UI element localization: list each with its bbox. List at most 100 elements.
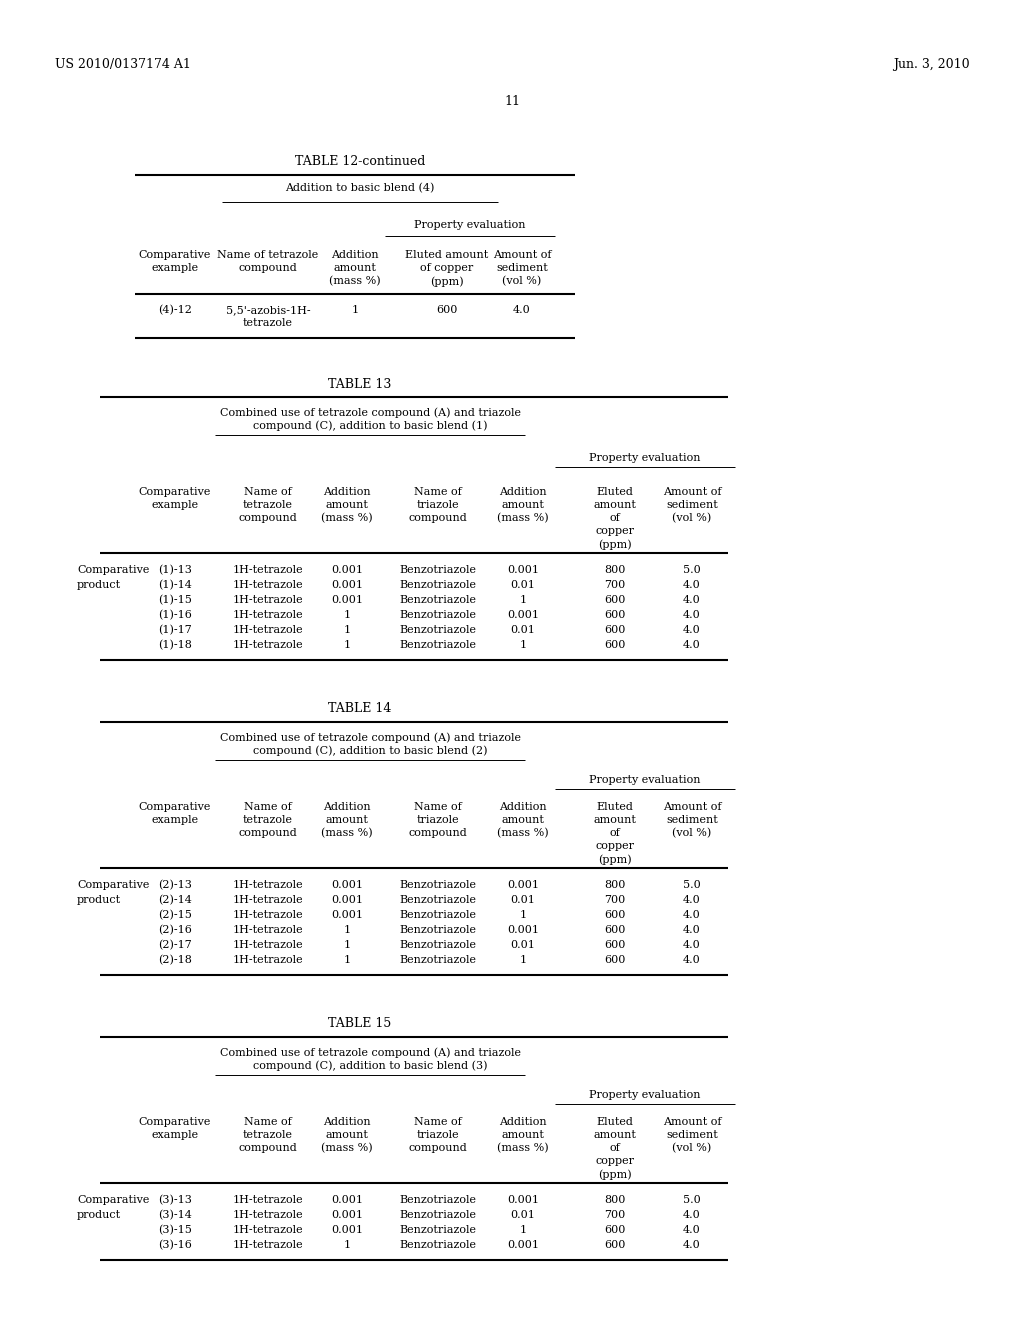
Text: Benzotriazole: Benzotriazole: [399, 624, 476, 635]
Text: amount: amount: [326, 500, 369, 510]
Text: Name of: Name of: [244, 487, 292, 498]
Text: 600: 600: [604, 954, 626, 965]
Text: 1H-tetrazole: 1H-tetrazole: [232, 925, 303, 935]
Text: 0.01: 0.01: [511, 1210, 536, 1220]
Text: example: example: [152, 263, 199, 273]
Text: (ppm): (ppm): [430, 276, 464, 286]
Text: Name of: Name of: [414, 1117, 462, 1127]
Text: (3)-13: (3)-13: [158, 1195, 191, 1205]
Text: triazole: triazole: [417, 1130, 460, 1140]
Text: 0.001: 0.001: [331, 1210, 362, 1220]
Text: 4.0: 4.0: [513, 305, 530, 315]
Text: of: of: [609, 828, 621, 838]
Text: (1)-15: (1)-15: [158, 595, 191, 606]
Text: amount: amount: [502, 1130, 545, 1140]
Text: (mass %): (mass %): [498, 1143, 549, 1154]
Text: (ppm): (ppm): [598, 1170, 632, 1180]
Text: sediment: sediment: [667, 814, 718, 825]
Text: 600: 600: [604, 610, 626, 620]
Text: 1: 1: [343, 940, 350, 950]
Text: tetrazole: tetrazole: [243, 318, 293, 327]
Text: (1)-17: (1)-17: [158, 624, 191, 635]
Text: 1H-tetrazole: 1H-tetrazole: [232, 940, 303, 950]
Text: Benzotriazole: Benzotriazole: [399, 895, 476, 906]
Text: Comparative: Comparative: [77, 565, 150, 576]
Text: of: of: [609, 1143, 621, 1152]
Text: Benzotriazole: Benzotriazole: [399, 1195, 476, 1205]
Text: triazole: triazole: [417, 500, 460, 510]
Text: (3)-14: (3)-14: [158, 1210, 191, 1220]
Text: 600: 600: [604, 1225, 626, 1236]
Text: product: product: [77, 1210, 121, 1220]
Text: (ppm): (ppm): [598, 854, 632, 865]
Text: compound: compound: [409, 1143, 467, 1152]
Text: Amount of: Amount of: [663, 487, 721, 498]
Text: Jun. 3, 2010: Jun. 3, 2010: [893, 58, 970, 71]
Text: TABLE 12-continued: TABLE 12-continued: [295, 154, 425, 168]
Text: amount: amount: [502, 814, 545, 825]
Text: Benzotriazole: Benzotriazole: [399, 925, 476, 935]
Text: 0.01: 0.01: [511, 579, 536, 590]
Text: 0.001: 0.001: [331, 895, 362, 906]
Text: tetrazole: tetrazole: [243, 1130, 293, 1140]
Text: Eluted: Eluted: [597, 803, 634, 812]
Text: 1: 1: [343, 954, 350, 965]
Text: 700: 700: [604, 1210, 626, 1220]
Text: 600: 600: [604, 595, 626, 605]
Text: Benzotriazole: Benzotriazole: [399, 1225, 476, 1236]
Text: Eluted: Eluted: [597, 487, 634, 498]
Text: 700: 700: [604, 579, 626, 590]
Text: (ppm): (ppm): [598, 539, 632, 549]
Text: 1H-tetrazole: 1H-tetrazole: [232, 610, 303, 620]
Text: Comparative: Comparative: [77, 880, 150, 890]
Text: 1: 1: [519, 1225, 526, 1236]
Text: 1H-tetrazole: 1H-tetrazole: [232, 1210, 303, 1220]
Text: copper: copper: [596, 841, 635, 851]
Text: 1: 1: [343, 624, 350, 635]
Text: 0.01: 0.01: [511, 624, 536, 635]
Text: 1: 1: [519, 954, 526, 965]
Text: 1H-tetrazole: 1H-tetrazole: [232, 595, 303, 605]
Text: amount: amount: [326, 1130, 369, 1140]
Text: 1H-tetrazole: 1H-tetrazole: [232, 1225, 303, 1236]
Text: (1)-18: (1)-18: [158, 640, 191, 651]
Text: Property evaluation: Property evaluation: [589, 1090, 700, 1100]
Text: Amount of: Amount of: [663, 1117, 721, 1127]
Text: Name of: Name of: [244, 803, 292, 812]
Text: (2)-14: (2)-14: [158, 895, 191, 906]
Text: Benzotriazole: Benzotriazole: [399, 610, 476, 620]
Text: Benzotriazole: Benzotriazole: [399, 640, 476, 649]
Text: Amount of: Amount of: [663, 803, 721, 812]
Text: (2)-17: (2)-17: [158, 940, 191, 950]
Text: compound (C), addition to basic blend (1): compound (C), addition to basic blend (1…: [253, 420, 487, 430]
Text: Combined use of tetrazole compound (A) and triazole: Combined use of tetrazole compound (A) a…: [219, 1047, 520, 1057]
Text: 0.001: 0.001: [507, 880, 539, 890]
Text: 600: 600: [604, 640, 626, 649]
Text: (1)-14: (1)-14: [158, 579, 191, 590]
Text: Addition: Addition: [331, 249, 379, 260]
Text: 0.001: 0.001: [507, 565, 539, 576]
Text: 0.001: 0.001: [507, 1239, 539, 1250]
Text: 1H-tetrazole: 1H-tetrazole: [232, 579, 303, 590]
Text: 0.001: 0.001: [331, 1225, 362, 1236]
Text: TABLE 14: TABLE 14: [329, 702, 392, 715]
Text: 5,5'-azobis-1H-: 5,5'-azobis-1H-: [225, 305, 310, 315]
Text: (vol %): (vol %): [673, 513, 712, 523]
Text: amount: amount: [594, 500, 637, 510]
Text: tetrazole: tetrazole: [243, 500, 293, 510]
Text: (2)-13: (2)-13: [158, 880, 191, 890]
Text: (vol %): (vol %): [673, 828, 712, 838]
Text: Addition: Addition: [499, 803, 547, 812]
Text: 1: 1: [351, 305, 358, 315]
Text: tetrazole: tetrazole: [243, 814, 293, 825]
Text: example: example: [152, 814, 199, 825]
Text: Comparative: Comparative: [139, 487, 211, 498]
Text: compound: compound: [409, 513, 467, 523]
Text: 1: 1: [343, 1239, 350, 1250]
Text: compound (C), addition to basic blend (2): compound (C), addition to basic blend (2…: [253, 744, 487, 755]
Text: Addition: Addition: [324, 487, 371, 498]
Text: 4.0: 4.0: [683, 610, 700, 620]
Text: amount: amount: [326, 814, 369, 825]
Text: 4.0: 4.0: [683, 925, 700, 935]
Text: Eluted: Eluted: [597, 1117, 634, 1127]
